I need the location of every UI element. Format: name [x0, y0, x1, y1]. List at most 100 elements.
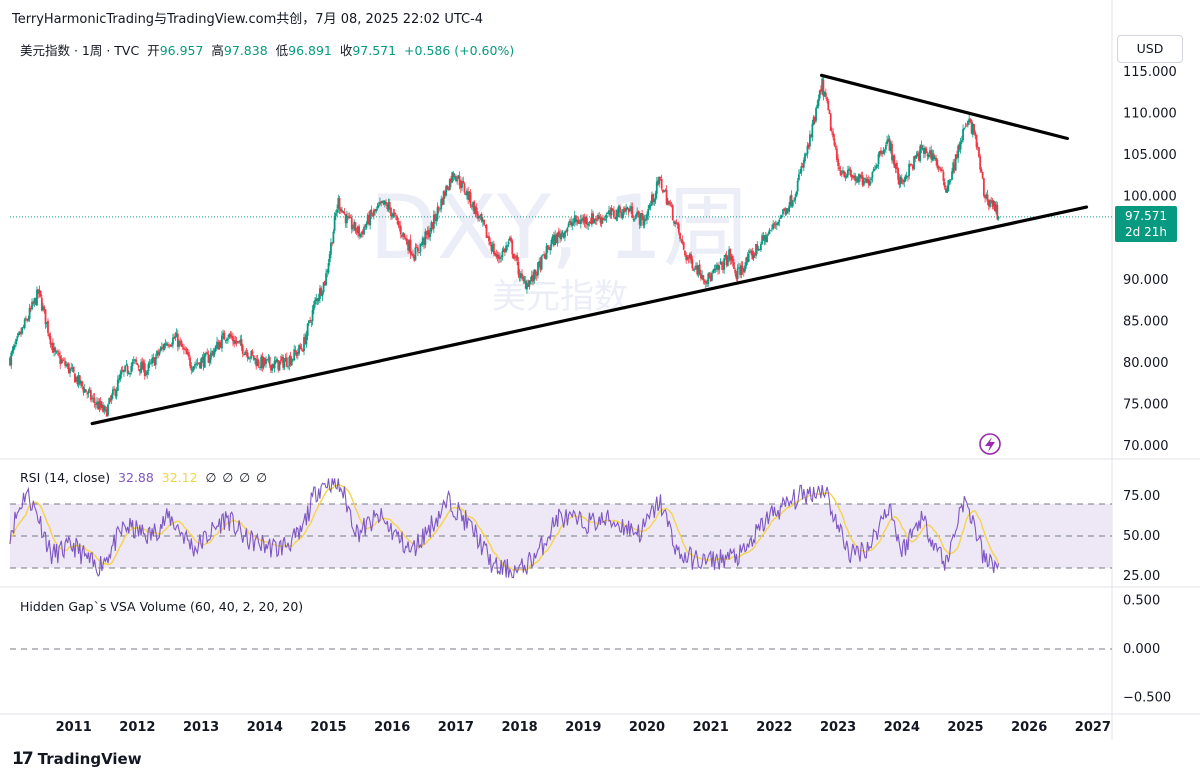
price-candle [936, 158, 939, 170]
price-candle [856, 176, 859, 184]
price-candle [957, 143, 960, 163]
candle-body [282, 356, 285, 368]
price-candle [71, 363, 74, 373]
candle-body [594, 218, 597, 221]
candle-body [653, 199, 656, 203]
candle-body [22, 326, 25, 328]
price-candle [516, 252, 519, 266]
candle-body [497, 255, 500, 259]
price-candle [301, 348, 304, 352]
price-candle [243, 353, 245, 356]
candle-body [51, 342, 54, 353]
candle-body [587, 223, 590, 226]
candle-body [456, 179, 459, 182]
candle-body [729, 248, 732, 261]
candle-body [633, 219, 636, 221]
price-candle [446, 185, 449, 191]
rsi-tick-label: 75.00 [1123, 489, 1160, 504]
candle-body [23, 319, 26, 328]
price-candle [157, 348, 160, 359]
symbol-title[interactable]: 美元指数 · 1周 · TVC [20, 43, 140, 58]
candle-body [55, 351, 58, 353]
price-candle [91, 395, 93, 403]
price-candle [397, 217, 400, 229]
candle-body [225, 339, 228, 341]
candle-body [752, 254, 755, 259]
currency-button[interactable]: USD [1117, 35, 1183, 63]
price-candle [833, 133, 836, 147]
price-candle [620, 209, 623, 219]
candle-body [919, 146, 922, 161]
price-candle [963, 127, 966, 131]
candle-body [110, 395, 113, 401]
candle-body [631, 206, 634, 218]
candle-body [995, 204, 998, 213]
candle-body [62, 359, 65, 361]
price-candle [942, 169, 945, 186]
candle-body [66, 364, 69, 367]
price-candle [839, 165, 842, 176]
price-candle [189, 355, 191, 369]
price-candle [820, 85, 822, 95]
price-candle [699, 269, 702, 281]
rsi-legend[interactable]: RSI (14, close) 32.88 32.12 ∅ ∅ ∅ ∅ [20, 470, 268, 485]
price-candle [337, 194, 340, 213]
candle-body [810, 135, 813, 137]
tradingview-brand[interactable]: 17 TradingView [12, 749, 142, 769]
time-tick-label: 2020 [629, 720, 665, 735]
price-candle [473, 200, 476, 215]
candle-body [659, 177, 662, 178]
candle-body [695, 265, 697, 269]
price-candle [991, 198, 994, 210]
candle-body [355, 231, 358, 233]
price-candle [680, 238, 683, 244]
price-candle [878, 150, 881, 158]
price-candle [822, 77, 825, 101]
candle-body [687, 257, 690, 259]
candle-body [791, 202, 794, 207]
candle-body [570, 221, 572, 226]
price-candle [15, 338, 18, 347]
price-candle [805, 153, 808, 157]
price-candle [500, 255, 503, 263]
candle-body [241, 345, 244, 354]
price-candle [821, 73, 824, 95]
candle-body [111, 389, 114, 395]
candle-body [377, 204, 380, 207]
price-candle [392, 208, 395, 219]
candle-body [551, 236, 554, 241]
candle-body [601, 217, 604, 220]
candle-body [270, 365, 272, 371]
candle-body [298, 345, 300, 354]
price-candle [867, 175, 870, 189]
candle-body [208, 358, 211, 363]
candle-body [965, 125, 968, 127]
candle-body [120, 371, 123, 375]
price-candle [76, 375, 79, 387]
bolt-icon[interactable] [979, 433, 1001, 455]
candle-body [622, 208, 625, 215]
price-candle [968, 114, 971, 125]
price-candle [164, 339, 167, 349]
candle-body [560, 233, 563, 240]
candle-body [733, 262, 735, 269]
price-candle [657, 176, 659, 186]
candle-body [314, 300, 316, 305]
candle-body [904, 175, 907, 181]
price-candle [807, 142, 810, 150]
price-candle [641, 209, 643, 221]
price-candle [681, 235, 684, 245]
candle-body [794, 196, 797, 201]
candle-body [632, 218, 635, 220]
candle-body [933, 157, 936, 160]
price-candle [537, 261, 539, 279]
candle-body [715, 264, 718, 270]
price-candle [791, 200, 794, 209]
price-candle [121, 365, 124, 373]
candle-body [157, 351, 160, 355]
price-candle [850, 169, 853, 181]
vsa-legend[interactable]: Hidden Gap`s VSA Volume (60, 40, 2, 20, … [20, 599, 303, 614]
price-candle [421, 236, 424, 247]
price-candle [131, 358, 134, 372]
